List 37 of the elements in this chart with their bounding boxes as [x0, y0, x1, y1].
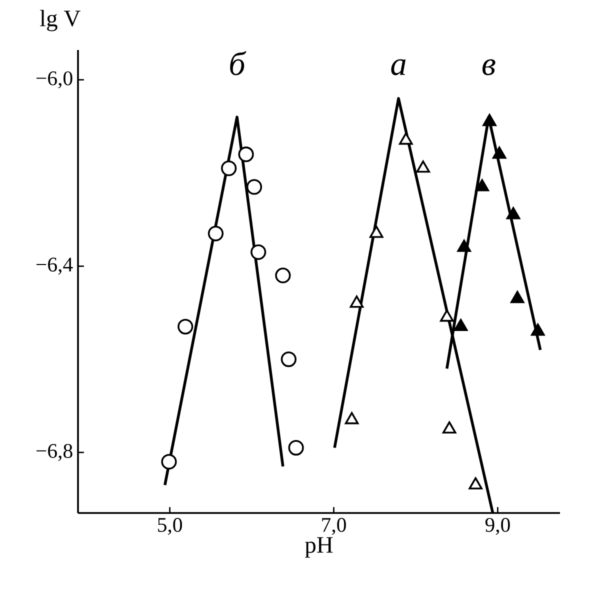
point [482, 114, 496, 126]
point [221, 160, 237, 176]
point [178, 318, 194, 334]
y-axis-title: lg V [40, 10, 80, 32]
point [275, 268, 291, 284]
point [416, 160, 430, 173]
point [440, 310, 454, 322]
point [161, 454, 177, 470]
point [399, 132, 413, 145]
point [457, 240, 471, 252]
point [442, 421, 456, 434]
point [208, 226, 224, 242]
series-label: а [391, 59, 406, 76]
point [280, 351, 296, 368]
point [288, 440, 304, 456]
point [238, 146, 254, 162]
point [246, 179, 262, 195]
y-tick-label: −6,0 [36, 71, 72, 88]
point [369, 226, 384, 238]
x-axis-title: pH [305, 537, 333, 558]
x-tick-label: 7,0 [322, 518, 346, 535]
point [530, 324, 545, 336]
point [350, 296, 364, 308]
point [506, 207, 520, 220]
point [492, 146, 506, 159]
point [344, 412, 359, 424]
y-tick-label: −6,4 [36, 258, 73, 275]
point [510, 290, 524, 304]
point [454, 318, 468, 332]
series-label: б [230, 51, 246, 76]
x-tick-label: 9,0 [485, 518, 510, 535]
y-tick-label: −6,8 [36, 444, 72, 461]
point [250, 244, 266, 260]
series-label: в [482, 59, 496, 76]
point [475, 179, 490, 192]
point [468, 477, 482, 490]
x-tick-label: 5,0 [158, 518, 182, 535]
